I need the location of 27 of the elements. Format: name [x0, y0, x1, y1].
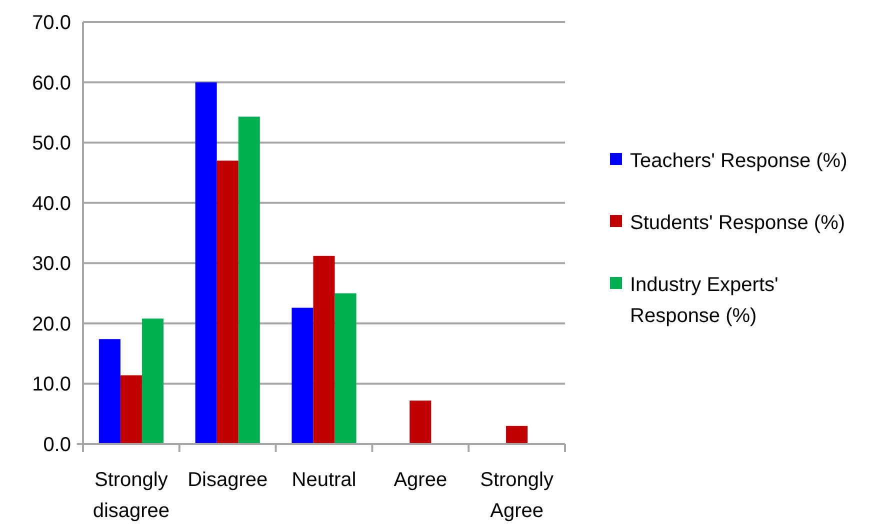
y-tick-label: 0.0 [43, 434, 71, 456]
y-tick-label: 20.0 [32, 313, 71, 336]
legend-label: Industry Experts' Response (%) [630, 274, 778, 327]
bar [120, 375, 142, 444]
bar [216, 160, 238, 444]
bar [98, 339, 120, 444]
bar [410, 400, 432, 444]
bar [334, 293, 356, 444]
bar [142, 318, 164, 444]
bar [238, 116, 260, 444]
y-tick-label: 70.0 [32, 12, 71, 34]
x-tick-label: Neutral [292, 469, 356, 491]
bar [195, 82, 217, 444]
legend-label: Teachers' Response (%) [630, 150, 848, 172]
x-tick-label: Strongly disagree [92, 469, 170, 522]
x-tick-label: Strongly Agree [480, 469, 554, 522]
legend-label: Students' Response (%) [630, 212, 846, 234]
y-tick-label: 60.0 [32, 72, 71, 94]
x-tick-label: Disagree [188, 469, 268, 491]
y-tick-label: 40.0 [32, 192, 71, 215]
bar [292, 308, 314, 444]
y-tick-label: 30.0 [32, 253, 71, 276]
y-tick-label: 50.0 [32, 132, 71, 155]
bar [313, 256, 335, 444]
y-tick-label: 10.0 [32, 374, 71, 396]
x-tick-label: Agree [394, 469, 448, 491]
bar [506, 426, 528, 444]
